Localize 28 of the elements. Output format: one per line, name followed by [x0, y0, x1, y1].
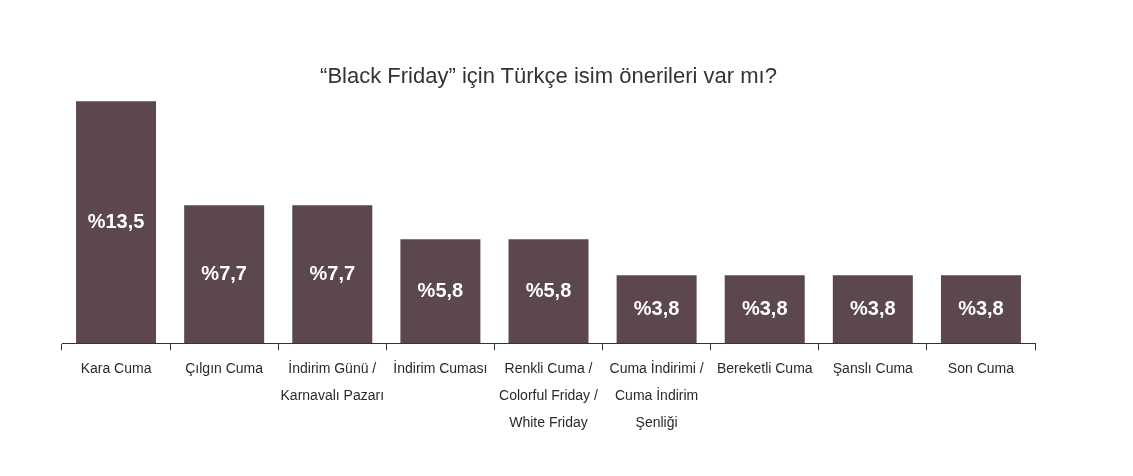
x-tick-label: İndirim Cuması: [393, 359, 488, 377]
x-tick-label: Şanslı Cuma: [832, 360, 914, 377]
x-tick-label: İndirim Günü / Karnavalı Pazarı: [280, 359, 385, 403]
data-label: %3,8: [958, 296, 1004, 319]
bar: [76, 101, 157, 344]
x-tick-label: Son Cuma: [947, 360, 1015, 377]
x-tick-label: Cuma İndirimi / Cuma İndirim Şenliği: [609, 359, 704, 430]
bar: [940, 275, 1021, 344]
x-tick-label: Kara Cuma: [80, 360, 152, 377]
data-label: %5,8: [525, 278, 572, 301]
data-label: %3,8: [633, 296, 680, 319]
data-label: %7,7: [309, 261, 356, 284]
data-label: %3,8: [850, 296, 896, 319]
chart-title: “Black Friday” için Türkçe isim önerileri var mı?: [320, 63, 777, 89]
x-tick-label: Çılgın Cuma: [185, 360, 264, 377]
x-tick-label: Renkli Cuma / Colorful Friday / White Friday: [499, 360, 599, 430]
bar: [400, 239, 481, 344]
data-label: %13,5: [87, 209, 145, 232]
bar: [832, 275, 913, 344]
bar: [292, 205, 373, 344]
bar: [724, 275, 805, 344]
bar: [616, 275, 697, 344]
data-label: %3,8: [741, 296, 788, 319]
data-label: %5,8: [417, 278, 464, 301]
x-tick-label: Bereketli Cuma: [716, 360, 813, 377]
data-label: %7,7: [201, 261, 247, 284]
bar: [184, 205, 265, 344]
bar: [508, 239, 589, 344]
